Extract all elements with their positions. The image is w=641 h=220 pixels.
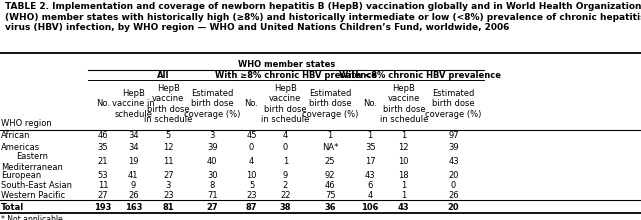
Text: No.: No.	[96, 99, 110, 108]
Text: No.: No.	[245, 99, 258, 108]
Text: 21: 21	[97, 158, 108, 167]
Text: No.: No.	[363, 99, 377, 108]
Text: 4: 4	[249, 158, 254, 167]
Text: 23: 23	[163, 191, 174, 200]
Text: 18: 18	[399, 170, 409, 180]
Text: 30: 30	[207, 170, 217, 180]
Text: 35: 35	[365, 143, 376, 152]
Text: 5: 5	[249, 180, 254, 189]
Text: 3: 3	[165, 180, 171, 189]
Text: African: African	[1, 132, 31, 141]
Text: Total: Total	[1, 202, 24, 211]
Text: 1: 1	[401, 132, 406, 141]
Text: HepB
vaccine
birth dose
in schedule: HepB vaccine birth dose in schedule	[261, 84, 310, 124]
Text: 193: 193	[94, 202, 112, 211]
Text: 0: 0	[283, 143, 288, 152]
Text: TABLE 2. Implementation and coverage of newborn hepatitis B (HepB) vaccination g: TABLE 2. Implementation and coverage of …	[5, 2, 641, 33]
Text: 2: 2	[283, 180, 288, 189]
Text: 23: 23	[246, 191, 257, 200]
Text: 4: 4	[283, 132, 288, 141]
Text: 17: 17	[365, 158, 376, 167]
Text: 6: 6	[367, 180, 373, 189]
Text: 46: 46	[325, 180, 335, 189]
Text: 45: 45	[246, 132, 257, 141]
Text: 20: 20	[447, 202, 460, 211]
Text: 19: 19	[128, 158, 138, 167]
Text: 39: 39	[207, 143, 217, 152]
Text: 43: 43	[448, 158, 459, 167]
Text: 41: 41	[128, 170, 138, 180]
Text: Western Pacific: Western Pacific	[1, 191, 65, 200]
Text: 20: 20	[448, 170, 459, 180]
Text: 43: 43	[365, 170, 376, 180]
Text: 163: 163	[124, 202, 142, 211]
Text: 10: 10	[246, 170, 257, 180]
Text: NA*: NA*	[322, 143, 338, 152]
Text: 106: 106	[362, 202, 379, 211]
Text: With ≥8% chronic HBV prevalence: With ≥8% chronic HBV prevalence	[215, 71, 378, 80]
Text: European: European	[1, 170, 42, 180]
Text: HepB
vaccine
birth dose
in schedule: HepB vaccine birth dose in schedule	[144, 84, 192, 124]
Text: 9: 9	[131, 180, 136, 189]
Text: 35: 35	[97, 143, 108, 152]
Text: 0: 0	[451, 180, 456, 189]
Text: HepB
vaccine in
schedule: HepB vaccine in schedule	[112, 89, 154, 119]
Text: 36: 36	[324, 202, 336, 211]
Text: 5: 5	[165, 132, 171, 141]
Text: 97: 97	[448, 132, 459, 141]
Text: 43: 43	[398, 202, 410, 211]
Text: Estimated
birth dose
coverage (%): Estimated birth dose coverage (%)	[184, 89, 240, 119]
Text: 4: 4	[367, 191, 373, 200]
Text: Estimated
birth dose
coverage (%): Estimated birth dose coverage (%)	[426, 89, 481, 119]
Text: HepB
vaccine
birth dose
in schedule: HepB vaccine birth dose in schedule	[379, 84, 428, 124]
Text: Eastern
Mediterranean: Eastern Mediterranean	[1, 152, 63, 172]
Text: 1: 1	[283, 158, 288, 167]
Text: 27: 27	[206, 202, 218, 211]
Text: 0: 0	[249, 143, 254, 152]
Text: With <8% chronic HBV prevalence: With <8% chronic HBV prevalence	[339, 71, 501, 80]
Text: WHO member states: WHO member states	[238, 60, 335, 69]
Text: 34: 34	[128, 132, 138, 141]
Text: 11: 11	[97, 180, 108, 189]
Text: 40: 40	[207, 158, 217, 167]
Text: 22: 22	[280, 191, 290, 200]
Text: 81: 81	[162, 202, 174, 211]
Text: 87: 87	[246, 202, 257, 211]
Text: 25: 25	[325, 158, 335, 167]
Text: 1: 1	[401, 191, 406, 200]
Text: Americas: Americas	[1, 143, 40, 152]
Text: 12: 12	[163, 143, 174, 152]
Text: 10: 10	[399, 158, 409, 167]
Text: All: All	[156, 71, 169, 80]
Text: 46: 46	[97, 132, 108, 141]
Text: 11: 11	[163, 158, 174, 167]
Text: 26: 26	[128, 191, 138, 200]
Text: 9: 9	[283, 170, 288, 180]
Text: 39: 39	[448, 143, 459, 152]
Text: 1: 1	[328, 132, 333, 141]
Text: 3: 3	[210, 132, 215, 141]
Text: 1: 1	[401, 180, 406, 189]
Text: 38: 38	[279, 202, 291, 211]
Text: 34: 34	[128, 143, 138, 152]
Text: 27: 27	[163, 170, 174, 180]
Text: 75: 75	[325, 191, 335, 200]
Text: 71: 71	[207, 191, 217, 200]
Text: 53: 53	[97, 170, 108, 180]
Text: Estimated
birth dose
coverage (%): Estimated birth dose coverage (%)	[302, 89, 358, 119]
Text: 92: 92	[325, 170, 335, 180]
Text: 1: 1	[367, 132, 373, 141]
Text: 27: 27	[97, 191, 108, 200]
Text: * Not applicable.: * Not applicable.	[1, 215, 65, 220]
Text: South-East Asian: South-East Asian	[1, 180, 72, 189]
Text: WHO region: WHO region	[1, 119, 52, 128]
Text: 12: 12	[399, 143, 409, 152]
Text: 8: 8	[210, 180, 215, 189]
Text: 26: 26	[448, 191, 459, 200]
